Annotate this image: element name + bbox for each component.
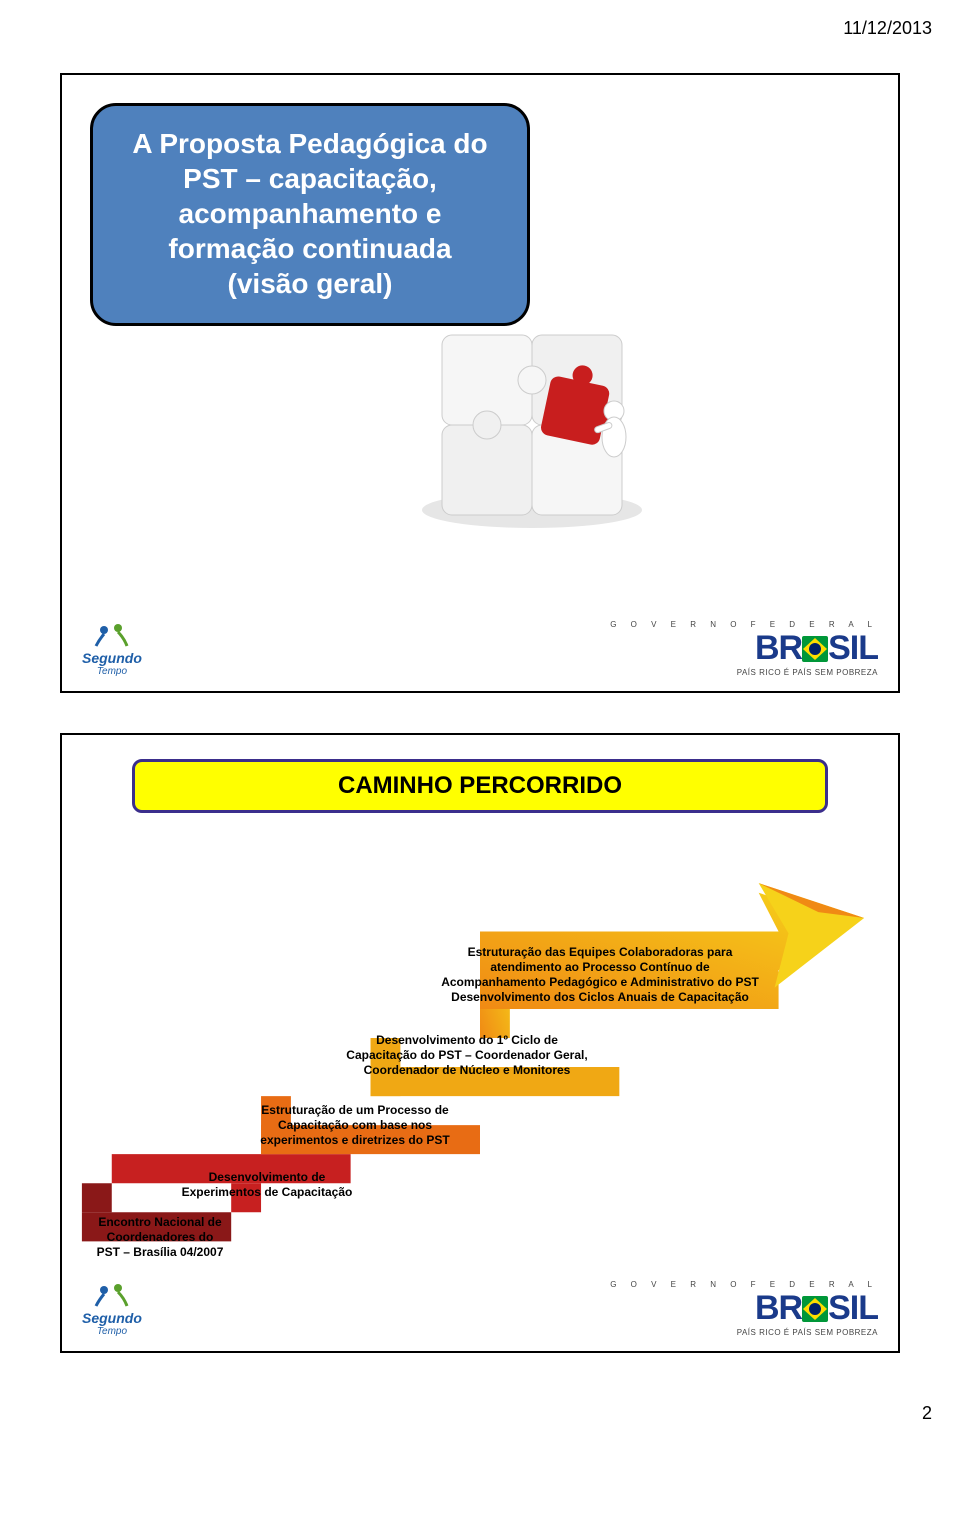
slide1-footer: Segundo Tempo G O V E R N O F E D E R A … xyxy=(62,620,898,677)
step-1-line: Coordenadores do xyxy=(80,1230,240,1245)
logo-left-brand2-2: Tempo xyxy=(97,1326,127,1337)
logo-left-brand2: Tempo xyxy=(97,666,127,677)
step-3-line: Estruturação de um Processo de xyxy=(230,1103,480,1118)
step-3-line: experimentos e diretrizes do PST xyxy=(230,1133,480,1148)
brasil-b: B xyxy=(755,629,779,668)
step-4-line: Capacitação do PST – Coordenador Geral, xyxy=(322,1048,612,1063)
brasil-sil: SIL xyxy=(828,629,878,668)
logo-left-brand1-2: Segundo xyxy=(82,1310,142,1326)
page-date: 11/12/2013 xyxy=(0,0,960,49)
logo-segundo-tempo: Segundo Tempo xyxy=(82,620,142,677)
slide1-title-l4: formação continuada xyxy=(117,231,503,266)
gov-federal-label: G O V E R N O F E D E R A L xyxy=(610,620,878,629)
staircase-arrow: Encontro Nacional deCoordenadores doPST … xyxy=(62,825,898,1251)
brasil-r: R xyxy=(779,629,803,668)
step-text-3: Estruturação de um Processo deCapacitaçã… xyxy=(230,1103,480,1148)
brasil-wordmark: BR SIL xyxy=(755,629,878,668)
gov-federal-label-2: G O V E R N O F E D E R A L xyxy=(610,1280,878,1289)
step-2-line: Desenvolvimento de xyxy=(162,1170,372,1185)
step-1-line: PST – Brasília 04/2007 xyxy=(80,1245,240,1260)
step-text-2: Desenvolvimento deExperimentos de Capaci… xyxy=(162,1170,372,1200)
logo-brasil-2: G O V E R N O F E D E R A L BR SIL PAÍS … xyxy=(610,1280,878,1337)
step-5-line: Acompanhamento Pedagógico e Administrati… xyxy=(400,975,800,990)
logo-brasil: G O V E R N O F E D E R A L BR SIL PAÍS … xyxy=(610,620,878,677)
step-text-1: Encontro Nacional deCoordenadores doPST … xyxy=(80,1215,240,1260)
puzzle-figure xyxy=(402,275,662,535)
step-3-line: Capacitação com base nos xyxy=(230,1118,480,1133)
brasil-tagline: PAÍS RICO É PAÍS SEM POBREZA xyxy=(610,668,878,677)
step-4-line: Desenvolvimento do 1º Ciclo de xyxy=(322,1033,612,1048)
logo-segundo-tempo-2: Segundo Tempo xyxy=(82,1280,142,1337)
step-text-4: Desenvolvimento do 1º Ciclo deCapacitaçã… xyxy=(322,1033,612,1078)
slide-2: CAMINHO PERCORRIDO xyxy=(60,733,900,1353)
slide2-footer: Segundo Tempo G O V E R N O F E D E R A … xyxy=(62,1280,898,1337)
logo-left-brand1: Segundo xyxy=(82,650,142,666)
step-4-line: Coordenador de Núcleo e Monitores xyxy=(322,1063,612,1078)
slide1-title-l1: A Proposta Pedagógica do xyxy=(117,126,503,161)
brasil-wordmark-2: BR SIL xyxy=(755,1289,878,1328)
step-text-5: Estruturação das Equipes Colaboradoras p… xyxy=(400,945,800,1005)
step-2-line: Experimentos de Capacitação xyxy=(162,1185,372,1200)
slide-1: A Proposta Pedagógica do PST – capacitaç… xyxy=(60,73,900,693)
step-5-line: Estruturação das Equipes Colaboradoras p… xyxy=(400,945,800,960)
step-1-line: Encontro Nacional de xyxy=(80,1215,240,1230)
slide1-title-l3: acompanhamento e xyxy=(117,196,503,231)
brasil-tagline-2: PAÍS RICO É PAÍS SEM POBREZA xyxy=(610,1328,878,1337)
step-5-line: Desenvolvimento dos Ciclos Anuais de Cap… xyxy=(400,990,800,1005)
slide2-title: CAMINHO PERCORRIDO xyxy=(132,759,828,813)
slide1-title-l2: PST – capacitação, xyxy=(117,161,503,196)
page-number: 2 xyxy=(0,1393,960,1442)
step-5-line: atendimento ao Processo Contínuo de xyxy=(400,960,800,975)
